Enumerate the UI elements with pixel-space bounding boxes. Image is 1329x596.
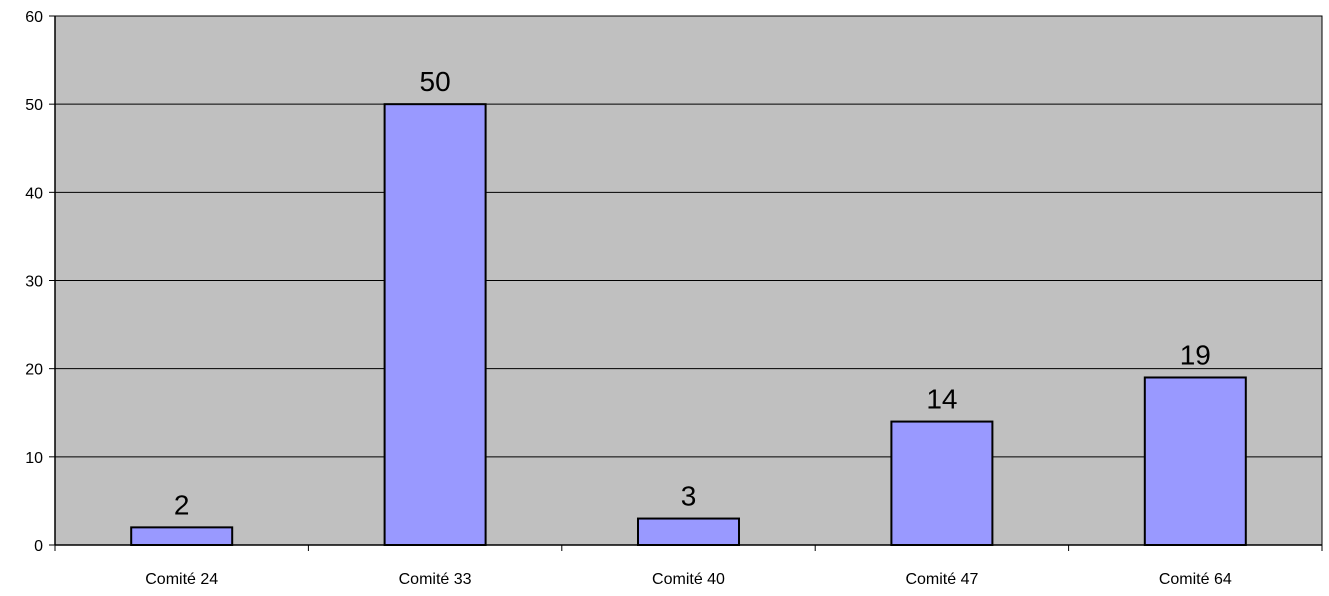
bar [890, 420, 994, 547]
y-tick-label: 0 [34, 538, 43, 555]
bar [383, 103, 487, 547]
y-tick-label: 20 [25, 362, 43, 379]
x-axis: Comité 24 Comité 33 Comité 40 Comité 47 Comi… [54, 544, 1323, 588]
x-category-label: Comité 33 [399, 571, 472, 588]
x-category-label: Comité 47 [905, 571, 978, 588]
bar [130, 526, 234, 546]
y-tick-label: 30 [25, 274, 43, 291]
y-tick-label: 60 [25, 9, 43, 26]
bar-data-label: 2 [174, 489, 190, 520]
bar-data-label: 14 [926, 384, 957, 415]
x-category-label: Comité 24 [145, 571, 218, 588]
gridlines [55, 15, 1322, 458]
y-tick-label: 10 [25, 450, 43, 467]
y-tick-label: 50 [25, 97, 43, 114]
bars [130, 103, 1247, 547]
bar [637, 517, 740, 546]
bar-data-label: 50 [420, 66, 451, 97]
x-category-label: Comité 64 [1159, 571, 1232, 588]
bar-data-label: 3 [681, 481, 697, 512]
y-tick-label: 40 [25, 185, 43, 202]
bar [1143, 376, 1247, 546]
x-category-label: Comité 40 [652, 571, 725, 588]
y-axis: 0 10 20 30 40 50 60 [25, 9, 56, 555]
data-labels: 2 50 3 14 19 [174, 66, 1211, 520]
bar-data-label: 19 [1180, 339, 1211, 370]
